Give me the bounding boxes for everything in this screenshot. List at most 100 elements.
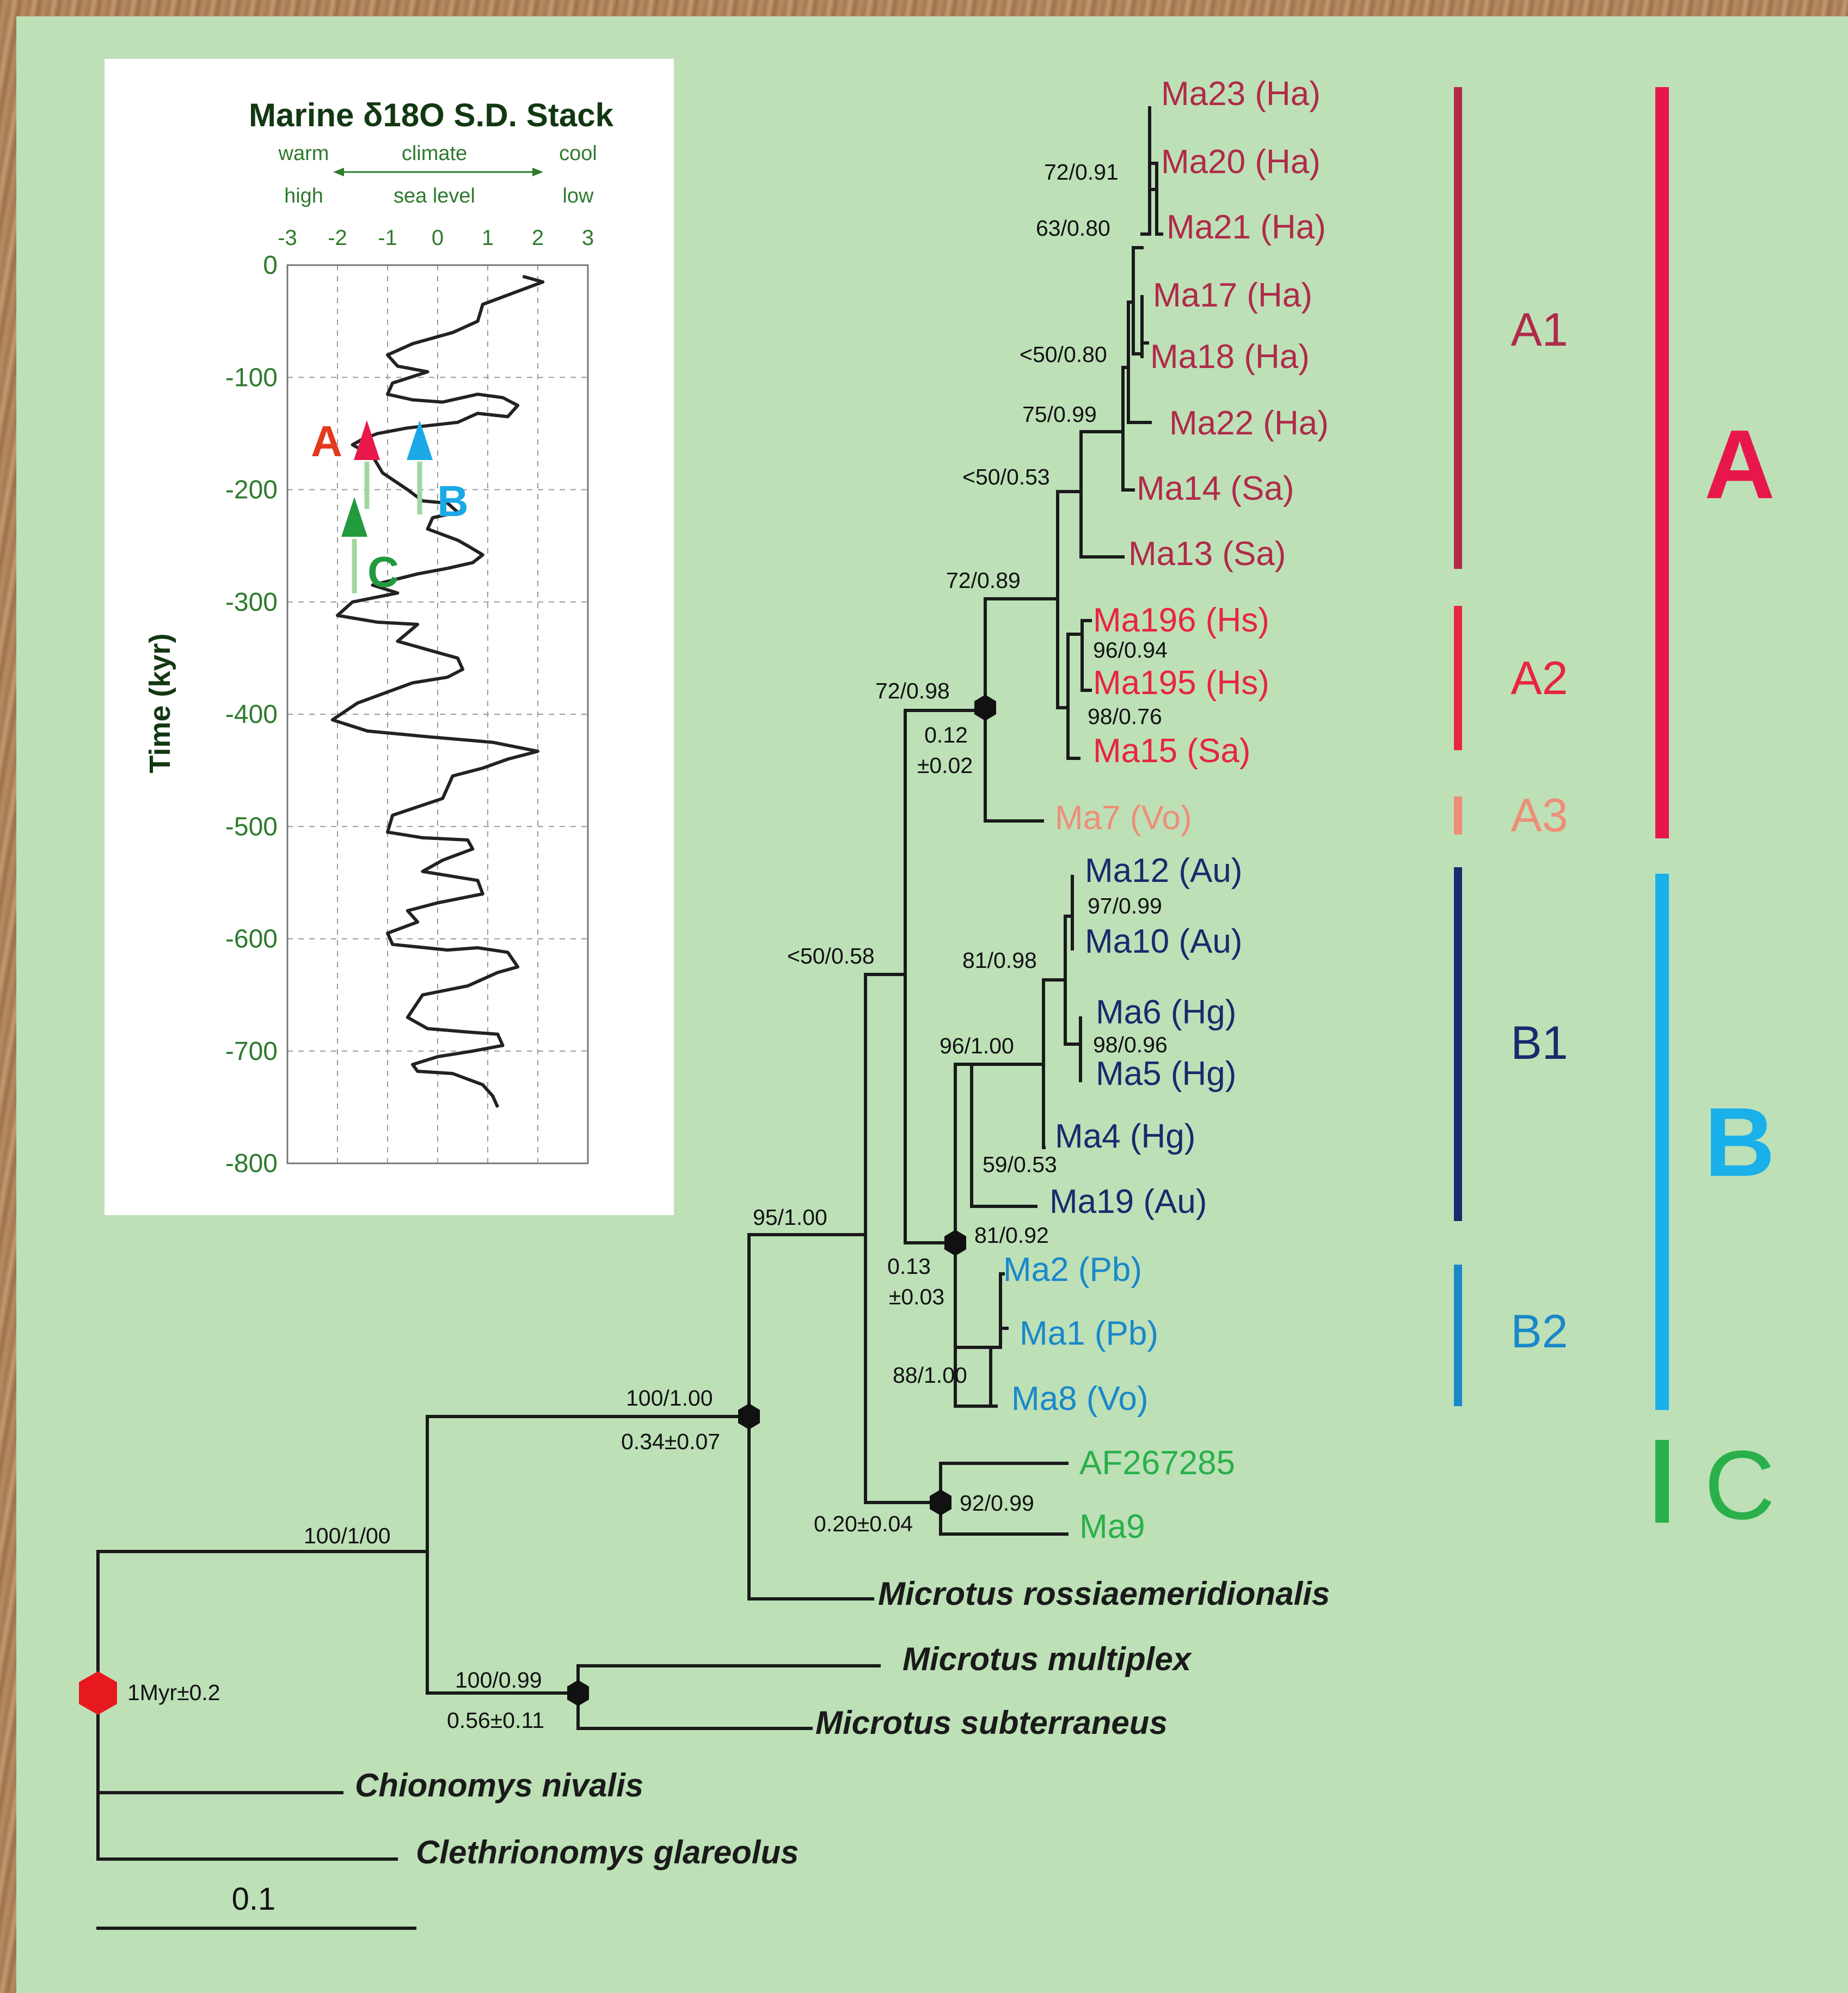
leaf-label: Ma195 (Hs) bbox=[1093, 664, 1269, 702]
inset-y-tick-label: 0 bbox=[263, 251, 278, 280]
arrow-B-icon bbox=[407, 420, 433, 460]
leaf-label: Ma18 (Ha) bbox=[1150, 338, 1310, 376]
leaf-label: Ma21 (Ha) bbox=[1166, 209, 1326, 246]
inset-x-ticks: -3 -2 -1 0 1 2 3 bbox=[278, 226, 594, 250]
inset-marker-A: A bbox=[311, 417, 342, 465]
node-hexagon-icon bbox=[974, 695, 996, 721]
support-value: 100/1.00 bbox=[626, 1385, 713, 1411]
leaf-label: Ma22 (Ha) bbox=[1169, 404, 1329, 442]
group-label-C: C bbox=[1704, 1431, 1775, 1540]
outgroup-label: Microtus multiplex bbox=[902, 1641, 1193, 1677]
leaf-label: AF267285 bbox=[1079, 1444, 1235, 1482]
inset-plot-frame bbox=[286, 264, 589, 1164]
leaf-label: Ma196 (Hs) bbox=[1093, 602, 1269, 639]
support-value: 59/0.53 bbox=[983, 1152, 1057, 1177]
inset-y-tick-label: -100 bbox=[225, 363, 278, 392]
group-label-B2: B2 bbox=[1511, 1305, 1568, 1358]
support-value: 97/0.99 bbox=[1088, 893, 1162, 918]
outgroup-label: Clethrionomys glareolus bbox=[416, 1834, 799, 1871]
support-value: 98/0.96 bbox=[1093, 1032, 1168, 1057]
leaf-labels: Ma23 (Ha) Ma20 (Ha) Ma21 (Ha) Ma17 (Ha) … bbox=[355, 75, 1330, 1871]
inset-low-label: low bbox=[562, 185, 594, 207]
support-value: 95/1.00 bbox=[753, 1205, 827, 1230]
inset-y-tick-label: -300 bbox=[225, 588, 278, 617]
inset-y-tick-label: -600 bbox=[225, 925, 278, 954]
inset-y-tick-label: -400 bbox=[225, 700, 278, 729]
leaf-label: Ma9 bbox=[1079, 1508, 1145, 1546]
support-value: 88/1.00 bbox=[893, 1363, 967, 1388]
leaf-label: Ma2 (Pb) bbox=[1003, 1251, 1142, 1289]
group-label-A3: A3 bbox=[1511, 789, 1568, 842]
inset-title: Marine δ18O S.D. Stack bbox=[249, 97, 614, 133]
age-estimate: 0.34±0.07 bbox=[621, 1429, 720, 1454]
age-estimate: 0.56±0.11 bbox=[447, 1708, 544, 1733]
inset-x-tick-label: 3 bbox=[582, 226, 594, 250]
inset-warm-label: warm bbox=[278, 142, 329, 165]
support-value: 75/0.99 bbox=[1022, 402, 1097, 427]
support-value: 96/0.94 bbox=[1093, 637, 1168, 663]
support-value: 100/1/00 bbox=[304, 1523, 391, 1548]
leaf-label: Ma5 (Hg) bbox=[1096, 1055, 1236, 1093]
inset-y-ticks: 0 -100 -200 -300 -400 -500 -600 -700 -800 bbox=[225, 251, 278, 1178]
age-estimate: ±0.03 bbox=[889, 1284, 944, 1309]
inset-y-tick-label: -200 bbox=[225, 476, 278, 505]
node-markers bbox=[79, 695, 996, 1715]
support-value: 98/0.76 bbox=[1088, 704, 1162, 729]
inset-sea-level-label: sea level bbox=[394, 185, 475, 207]
d18o-inset: Marine δ18O S.D. Stack warm climate cool… bbox=[105, 59, 674, 1215]
support-value: <50/0.58 bbox=[787, 943, 875, 968]
age-estimate: ±0.02 bbox=[917, 753, 973, 778]
support-value: 72/0.91 bbox=[1044, 160, 1119, 185]
leaf-label: Ma17 (Ha) bbox=[1153, 277, 1312, 314]
clade-bar-A2 bbox=[1454, 606, 1462, 750]
support-value: 81/0.98 bbox=[962, 948, 1037, 973]
clade-bar-A bbox=[1655, 87, 1669, 838]
leaf-label: Ma14 (Sa) bbox=[1137, 470, 1294, 507]
leaf-label: Ma13 (Sa) bbox=[1128, 535, 1286, 573]
outgroup-label: Microtus rossiaemeridionalis bbox=[878, 1575, 1330, 1612]
inset-y-tick-label: -700 bbox=[225, 1037, 278, 1066]
scale-bar-label: 0.1 bbox=[232, 1881, 276, 1917]
group-label-B: B bbox=[1704, 1088, 1775, 1197]
node-hexagon-icon bbox=[930, 1489, 951, 1516]
node-hexagon-icon bbox=[567, 1680, 589, 1706]
support-value: <50/0.80 bbox=[1020, 342, 1107, 367]
inset-x-tick-label: -2 bbox=[328, 226, 347, 250]
leaf-label: Ma6 (Hg) bbox=[1096, 994, 1236, 1031]
inset-x-tick-label: -1 bbox=[378, 226, 397, 250]
inset-climate-label: climate bbox=[402, 142, 467, 165]
inset-x-tick-label: -3 bbox=[278, 226, 297, 250]
age-estimate: 0.12 bbox=[924, 722, 968, 747]
d18o-series-line bbox=[330, 274, 545, 1108]
leaf-label: Ma4 (Hg) bbox=[1055, 1118, 1195, 1155]
support-value: 63/0.80 bbox=[1036, 216, 1110, 241]
group-label-A: A bbox=[1704, 410, 1775, 519]
group-label-A1: A1 bbox=[1511, 304, 1568, 356]
support-value: 100/0.99 bbox=[455, 1667, 542, 1692]
leaf-label: Ma7 (Vo) bbox=[1055, 799, 1192, 837]
clade-bar-B2 bbox=[1454, 1265, 1462, 1406]
clade-bar-A3 bbox=[1454, 796, 1462, 835]
clade-bar-B bbox=[1655, 874, 1669, 1410]
group-label-A2: A2 bbox=[1511, 652, 1568, 704]
root-hexagon-icon bbox=[79, 1671, 117, 1715]
phylogenetic-tree-branches bbox=[96, 106, 1163, 1930]
leaf-label: Ma1 (Pb) bbox=[1020, 1315, 1158, 1352]
clade-bar-B1 bbox=[1454, 867, 1462, 1221]
clade-bar-A1 bbox=[1454, 87, 1462, 569]
support-values: 72/0.91 63/0.80 <50/0.80 75/0.99 <50/0.5… bbox=[304, 160, 1168, 1692]
group-label-B1: B1 bbox=[1511, 1017, 1568, 1069]
age-estimate: 1Myr±0.2 bbox=[127, 1680, 220, 1705]
support-value: 96/1.00 bbox=[940, 1033, 1014, 1058]
support-value: 72/0.89 bbox=[946, 568, 1021, 593]
inset-x-tick-label: 0 bbox=[432, 226, 444, 250]
leaf-label: Ma8 (Vo) bbox=[1011, 1380, 1149, 1418]
outgroup-label: Chionomys nivalis bbox=[355, 1767, 643, 1804]
support-value: 72/0.98 bbox=[875, 678, 950, 703]
inset-cool-label: cool bbox=[559, 142, 597, 165]
age-estimates: 0.12 ±0.02 0.13 ±0.03 0.34±0.07 0.20±0.0… bbox=[127, 722, 973, 1733]
clade-bars bbox=[1454, 87, 1669, 1523]
inset-x-tick-label: 1 bbox=[482, 226, 494, 250]
inset-y-axis-label: Time (kyr) bbox=[144, 633, 176, 773]
